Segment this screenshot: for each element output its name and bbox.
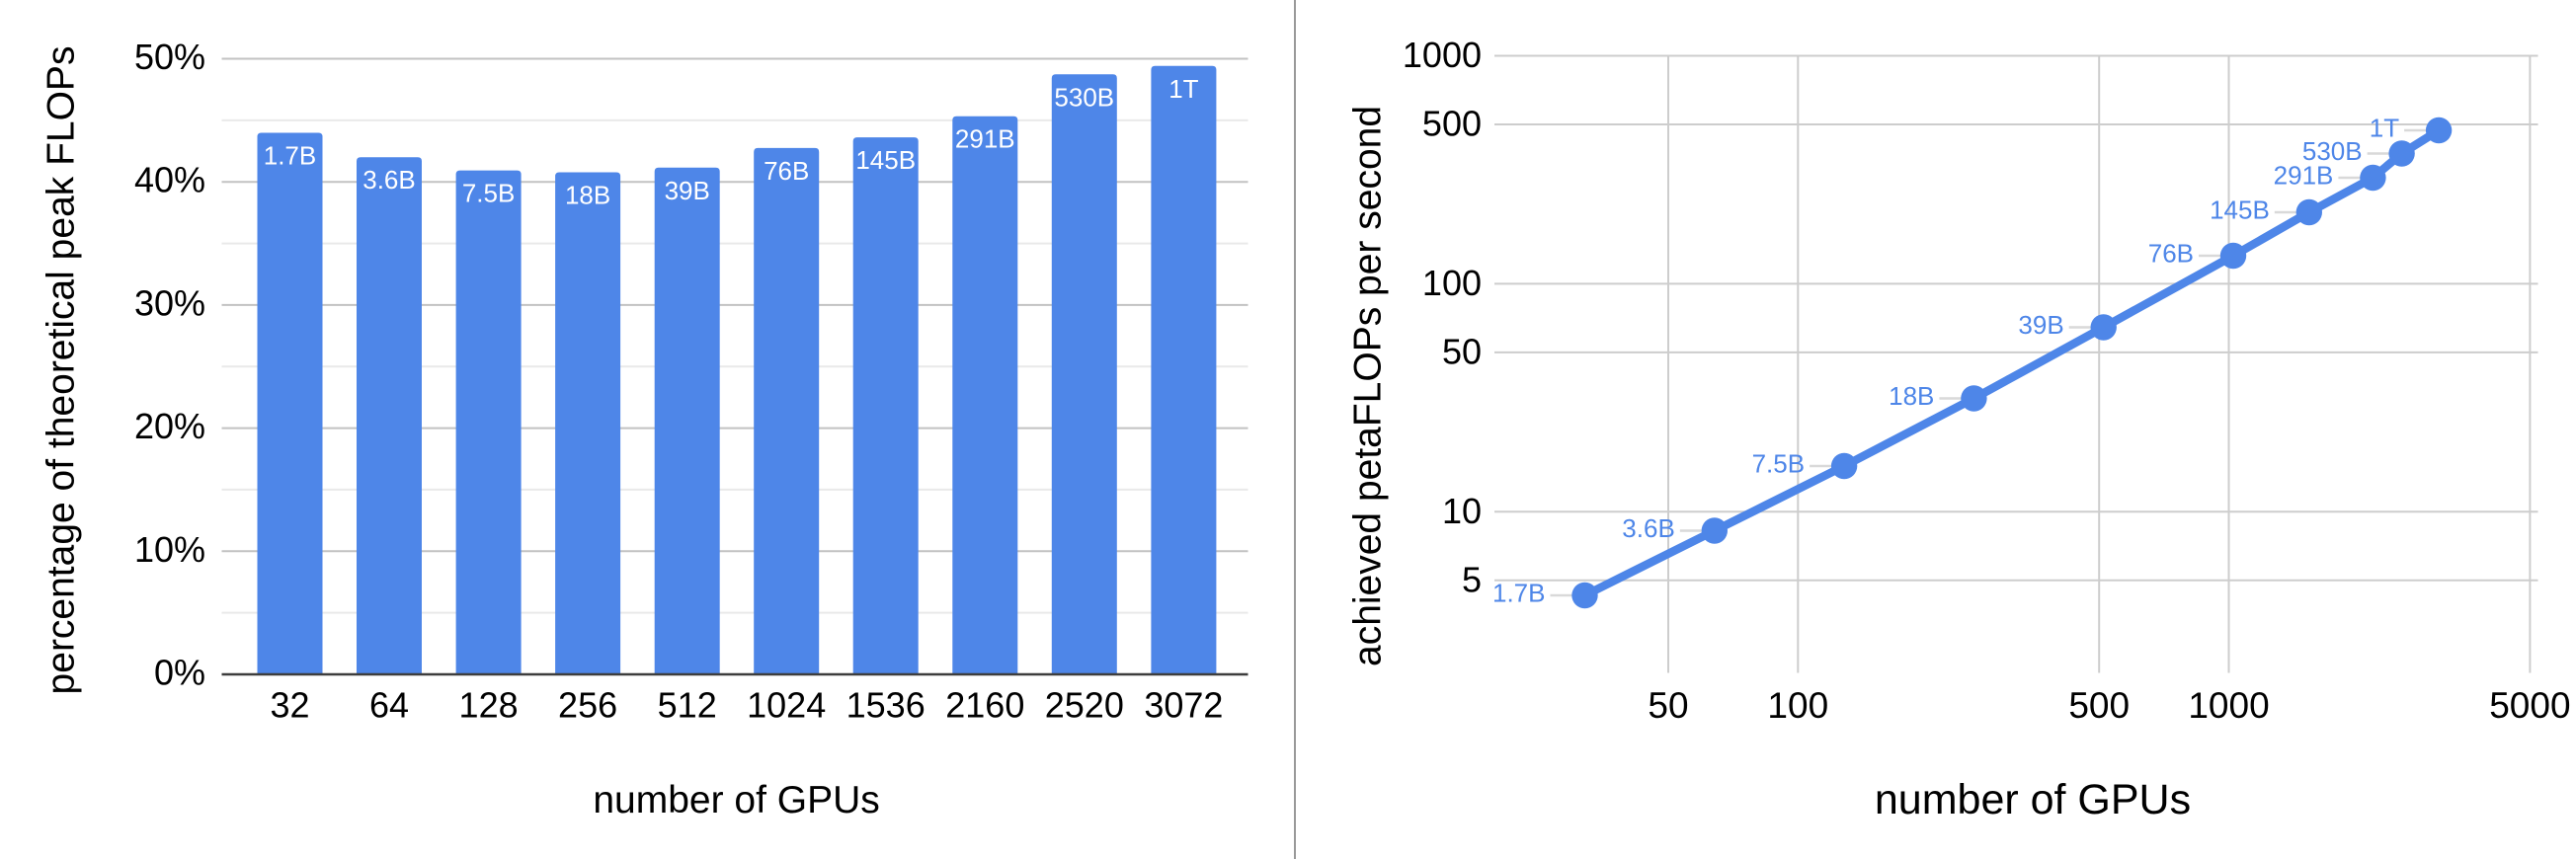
svg-text:30%: 30% [134,282,205,323]
svg-text:18B: 18B [565,181,610,210]
svg-text:530B: 530B [2302,136,2363,166]
svg-text:39B: 39B [2018,310,2063,340]
svg-text:145B: 145B [855,145,916,175]
svg-text:5: 5 [1462,559,1482,599]
svg-text:1.7B: 1.7B [1492,579,1546,608]
svg-text:achieved petaFLOPs per second: achieved petaFLOPs per second [1347,106,1390,666]
svg-text:2520: 2520 [1045,685,1124,726]
svg-text:76B: 76B [764,156,809,186]
svg-text:500: 500 [2068,685,2130,726]
svg-text:7.5B: 7.5B [462,179,516,208]
svg-text:530B: 530B [1054,82,1114,112]
svg-text:3.6B: 3.6B [1622,513,1675,543]
svg-text:100: 100 [1767,685,1828,726]
svg-text:50: 50 [1648,685,1688,726]
svg-text:50: 50 [1442,331,1482,371]
svg-text:512: 512 [658,685,717,726]
svg-text:10%: 10% [134,529,205,570]
svg-text:128: 128 [459,685,519,726]
svg-text:50%: 50% [134,37,205,77]
svg-text:1000: 1000 [1403,35,1482,75]
svg-text:20%: 20% [134,406,205,446]
svg-text:500: 500 [1422,104,1482,144]
svg-text:7.5B: 7.5B [1752,449,1806,479]
svg-text:3072: 3072 [1144,685,1223,726]
svg-text:1.7B: 1.7B [264,141,317,171]
svg-text:1T: 1T [2370,114,2399,143]
svg-text:number of GPUs: number of GPUs [1875,776,2191,823]
svg-text:3.6B: 3.6B [362,165,416,195]
svg-text:18B: 18B [1889,381,1934,411]
svg-text:256: 256 [558,685,617,726]
svg-text:1536: 1536 [846,685,926,726]
svg-text:32: 32 [270,685,309,726]
svg-text:1000: 1000 [2188,685,2269,726]
svg-text:145B: 145B [2210,195,2270,225]
svg-text:percentage of theoretical peak: percentage of theoretical peak FLOPs [40,46,83,695]
svg-text:10: 10 [1442,491,1482,531]
svg-text:1T: 1T [1168,74,1198,104]
svg-text:0%: 0% [154,653,205,693]
svg-text:291B: 291B [2274,161,2334,191]
svg-text:number of GPUs: number of GPUs [593,779,879,821]
svg-text:5000: 5000 [2489,685,2570,726]
svg-text:39B: 39B [665,176,710,205]
svg-text:76B: 76B [2148,239,2194,269]
svg-text:1024: 1024 [747,685,826,726]
svg-text:2160: 2160 [945,685,1024,726]
svg-text:64: 64 [369,685,409,726]
svg-text:291B: 291B [955,124,1015,154]
svg-text:40%: 40% [134,160,205,200]
svg-text:100: 100 [1422,263,1482,303]
